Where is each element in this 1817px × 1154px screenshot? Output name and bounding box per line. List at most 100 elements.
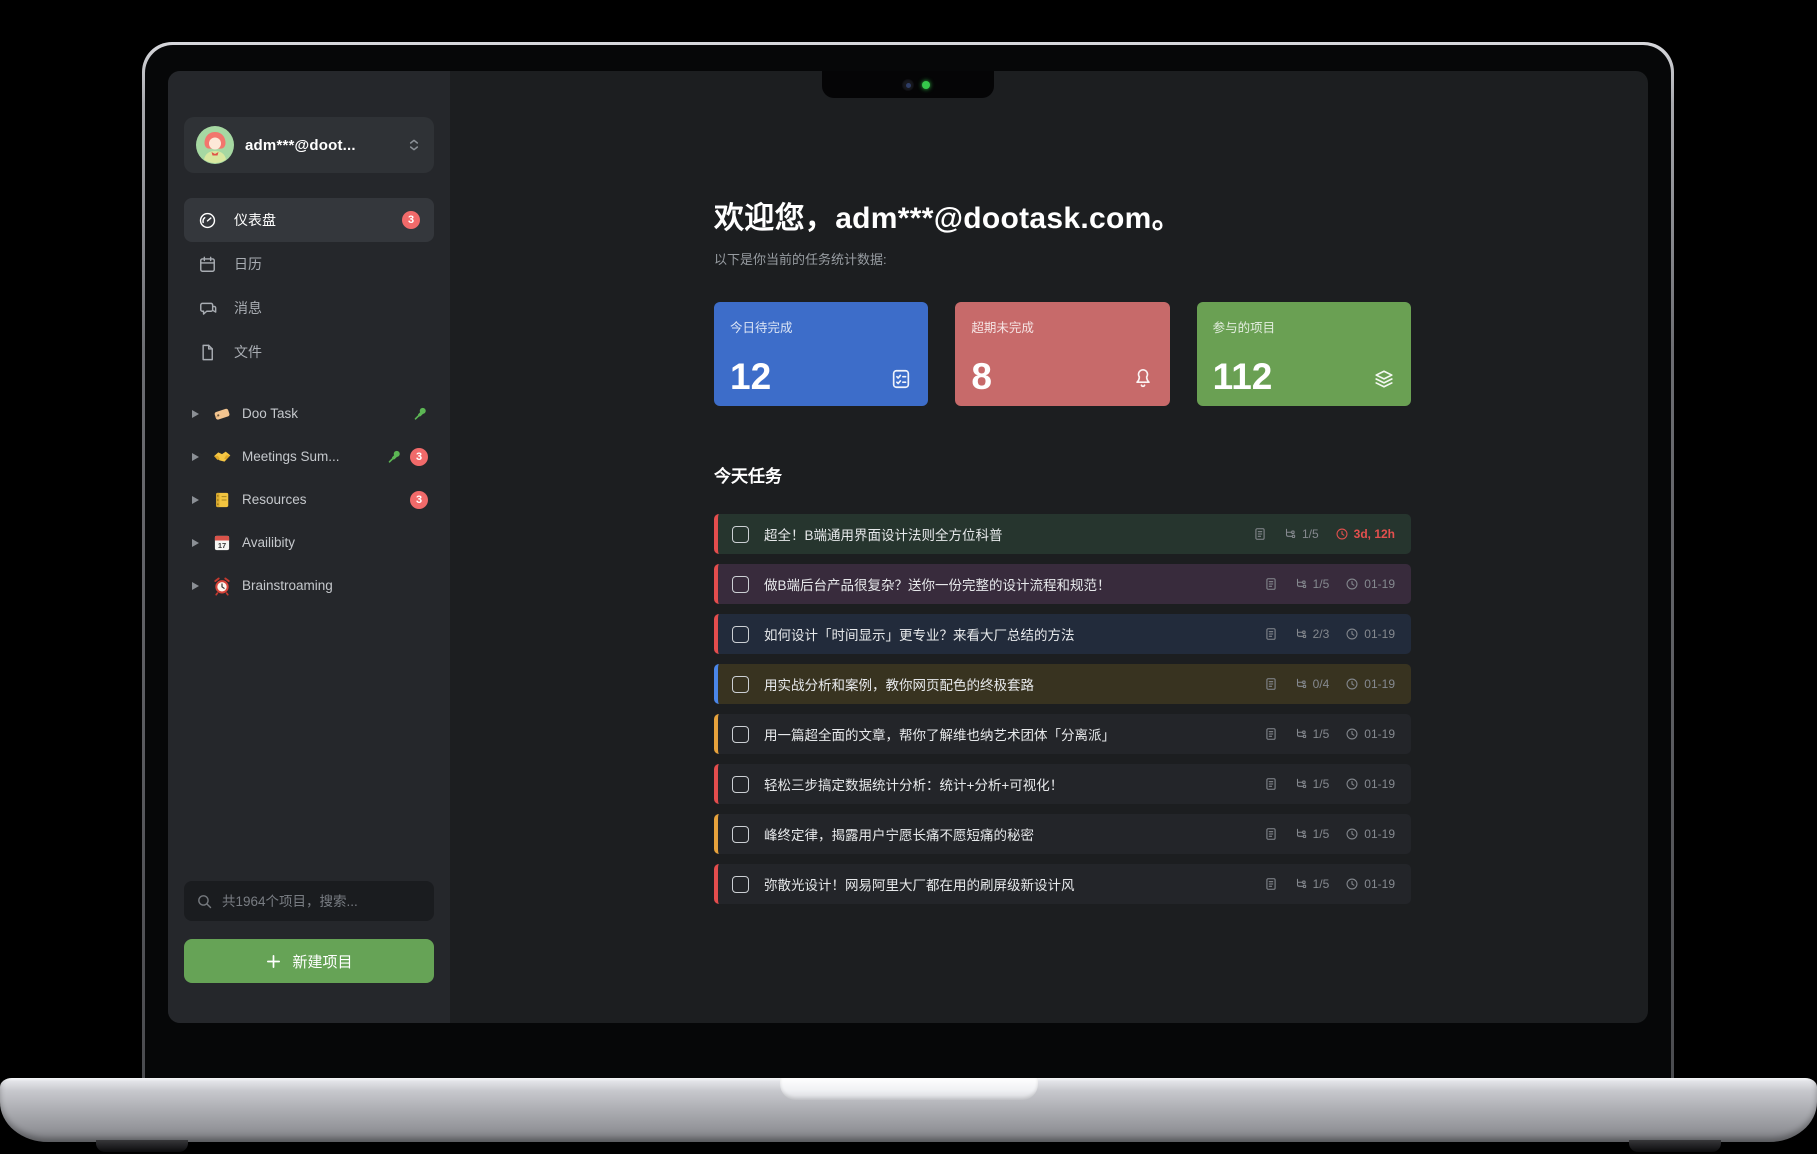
task-meta: 1/5 01-19 [1264,877,1395,891]
task-due: 01-19 [1364,677,1395,691]
camera-notch [822,71,994,98]
task-checkbox[interactable] [732,825,749,843]
nav-item-日历[interactable]: 日历 [184,242,434,286]
subtasks-icon [1294,677,1308,691]
nav-item-仪表盘[interactable]: 仪表盘 3 [184,198,434,242]
alarm-emoji-icon [212,576,232,596]
stat-label: 超期未完成 [971,321,1034,335]
project-list: Doo Task Meetings Sum... 3 Resources 3 [184,392,434,607]
chevron-updown-icon [406,137,422,153]
task-checkbox[interactable] [732,775,749,793]
new-project-button[interactable]: 新建项目 [184,939,434,983]
camera-led-icon [922,81,930,89]
pin-icon [413,406,428,421]
task-meta: 0/4 01-19 [1264,677,1395,691]
badge: 3 [402,211,420,229]
laptop-base [0,1078,1817,1142]
task-due: 01-19 [1364,577,1395,591]
task-due: 01-19 [1364,727,1395,741]
subtasks-icon [1283,527,1297,541]
clock-icon [1335,527,1349,541]
task-progress: 0/4 [1312,677,1330,691]
badge: 3 [410,490,428,509]
task-list: 超全！B端通用界面设计法则全方位科普 1/5 [714,514,1411,904]
badge: 3 [410,447,428,466]
project-item-Doo Task[interactable]: Doo Task [184,392,434,435]
subtasks-icon [1294,827,1308,841]
project-item-Meetings Sum...[interactable]: Meetings Sum... 3 [184,435,434,478]
task-title: 如何设计「时间显示」更专业？来看大厂总结的方法 [764,628,1075,643]
task-checkbox[interactable] [732,725,749,743]
task-checkbox[interactable] [732,525,749,543]
nav-item-文件[interactable]: 文件 [184,330,434,374]
task-meta: 1/5 3d, 12h [1253,527,1395,541]
task-row[interactable]: 用实战分析和案例，教你网页配色的终极套路 0/4 [714,664,1411,704]
task-row[interactable]: 如何设计「时间显示」更专业？来看大厂总结的方法 2/3 [714,614,1411,654]
task-row[interactable]: 弥散光设计！网易阿里大厂都在用的刷屏级新设计风 1/5 [714,864,1411,904]
expand-caret-icon[interactable] [192,495,199,504]
nav-item-消息[interactable]: 消息 [184,286,434,330]
clock-icon [1345,777,1359,791]
stats-cards: 今日待完成 12 超期未完成 8 参与的项目 112 [714,302,1411,406]
task-row[interactable]: 超全！B端通用界面设计法则全方位科普 1/5 [714,514,1411,554]
project-name: Resources [242,492,307,507]
gauge-icon [198,211,217,230]
stat-label: 今日待完成 [730,321,793,335]
task-meta: 2/3 01-19 [1264,627,1395,641]
task-progress: 1/5 [1312,877,1330,891]
laptop-screen-frame: adm***@doot... 仪表盘 3 日历 消息 文件 [142,42,1674,1078]
project-search[interactable] [184,881,434,921]
layers-icon [1373,368,1395,390]
clock-icon [1345,877,1359,891]
expand-caret-icon[interactable] [192,409,199,418]
task-progress: 1/5 [1301,527,1319,541]
clock-icon [1345,677,1359,691]
expand-caret-icon[interactable] [192,452,199,461]
nav-label: 消息 [234,300,262,316]
search-input[interactable] [222,893,422,909]
stat-card-今日待完成: 今日待完成 12 [714,302,929,406]
expand-caret-icon[interactable] [192,581,199,590]
search-icon [196,893,213,910]
task-row[interactable]: 峰终定律，揭露用户宁愿长痛不愿短痛的秘密 1/5 [714,814,1411,854]
account-switcher[interactable]: adm***@doot... [184,117,434,173]
stat-card-超期未完成: 超期未完成 8 [955,302,1170,406]
file-text-icon [1264,627,1278,641]
chat-icon [198,299,217,318]
task-row[interactable]: 用一篇超全面的文章，帮你了解维也纳艺术团体「分离派」 1/5 [714,714,1411,754]
task-meta: 1/5 01-19 [1264,777,1395,791]
subtasks-icon [1294,727,1308,741]
clock-icon [1345,627,1359,641]
task-progress: 2/3 [1312,627,1330,641]
task-progress: 1/5 [1312,827,1330,841]
task-title: 做B端后台产品很复杂？送你一份完整的设计流程和规范！ [764,578,1111,593]
task-checkbox[interactable] [732,575,749,593]
task-checkbox[interactable] [732,675,749,693]
task-row[interactable]: 轻松三步搞定数据统计分析：统计+分析+可视化！ 1/5 [714,764,1411,804]
clock-icon [1345,827,1359,841]
task-title: 用实战分析和案例，教你网页配色的终极套路 [764,678,1034,693]
task-checkbox[interactable] [732,625,749,643]
task-title: 轻松三步搞定数据统计分析：统计+分析+可视化！ [764,778,1064,793]
pin-icon [387,449,402,464]
main-nav: 仪表盘 3 日历 消息 文件 [184,198,434,374]
task-progress: 1/5 [1312,577,1330,591]
task-row[interactable]: 做B端后台产品很复杂？送你一份完整的设计流程和规范！ 1/5 [714,564,1411,604]
file-text-icon [1264,877,1278,891]
project-name: Availibity [242,535,296,550]
nav-label: 仪表盘 [234,212,276,228]
subtasks-icon [1294,777,1308,791]
clock-icon [1345,727,1359,741]
sidebar: adm***@doot... 仪表盘 3 日历 消息 文件 [168,71,450,1023]
expand-caret-icon[interactable] [192,538,199,547]
task-title: 峰终定律，揭露用户宁愿长痛不愿短痛的秘密 [764,828,1034,843]
task-due: 01-19 [1364,877,1395,891]
task-checkbox[interactable] [732,875,749,893]
project-item-Brainstroaming[interactable]: Brainstroaming [184,564,434,607]
stat-value: 12 [730,356,772,397]
task-due: 01-19 [1364,777,1395,791]
stats-subtitle: 以下是你当前的任务统计数据: [714,252,887,267]
project-item-Resources[interactable]: Resources 3 [184,478,434,521]
project-item-Availibity[interactable]: 17 Availibity [184,521,434,564]
